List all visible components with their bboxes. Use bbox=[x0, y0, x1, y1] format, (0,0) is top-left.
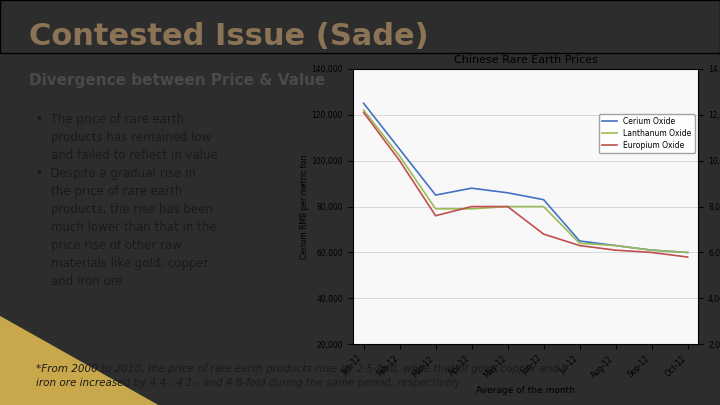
Text: Contested Issue (Sade): Contested Issue (Sade) bbox=[29, 22, 428, 51]
Europium Oxide bbox=[503, 204, 512, 209]
Line: Cerium Oxide: Cerium Oxide bbox=[364, 103, 688, 252]
Text: Divergence between Price & Value: Divergence between Price & Value bbox=[29, 73, 325, 89]
Lanthanum Oxide bbox=[395, 153, 404, 158]
Cerium Oxide bbox=[611, 243, 620, 248]
Europium Oxide bbox=[683, 255, 692, 260]
Y-axis label: Cerium RMB per metric ton: Cerium RMB per metric ton bbox=[300, 154, 309, 259]
FancyBboxPatch shape bbox=[0, 0, 720, 53]
Lanthanum Oxide bbox=[647, 248, 656, 253]
Polygon shape bbox=[0, 316, 158, 405]
Cerium Oxide bbox=[359, 101, 368, 106]
Europium Oxide bbox=[539, 232, 548, 237]
Line: Lanthanum Oxide: Lanthanum Oxide bbox=[364, 110, 688, 252]
Europium Oxide bbox=[575, 243, 584, 248]
Cerium Oxide bbox=[467, 186, 476, 191]
Legend: Cerium Oxide, Lanthanum Oxide, Europium Oxide: Cerium Oxide, Lanthanum Oxide, Europium … bbox=[599, 114, 695, 153]
Cerium Oxide bbox=[503, 190, 512, 195]
Lanthanum Oxide bbox=[359, 108, 368, 113]
Europium Oxide bbox=[395, 158, 404, 163]
Line: Europium Oxide: Europium Oxide bbox=[364, 113, 688, 257]
Text: •  The price of rare earth
    products has remained low
    and failed to refle: • The price of rare earth products has r… bbox=[36, 113, 218, 288]
Europium Oxide bbox=[611, 248, 620, 253]
Cerium Oxide bbox=[647, 248, 656, 253]
Lanthanum Oxide bbox=[503, 204, 512, 209]
Lanthanum Oxide bbox=[467, 207, 476, 211]
Europium Oxide bbox=[467, 204, 476, 209]
Cerium Oxide bbox=[539, 197, 548, 202]
Europium Oxide bbox=[431, 213, 440, 218]
Europium Oxide bbox=[647, 250, 656, 255]
Polygon shape bbox=[590, 316, 720, 405]
Cerium Oxide bbox=[575, 239, 584, 243]
Lanthanum Oxide bbox=[575, 241, 584, 246]
X-axis label: Average of the month: Average of the month bbox=[476, 386, 575, 395]
Text: *From 2000 to 2010, the price of rare earth products rose by 2.5-fold, while tha: *From 2000 to 2010, the price of rare ea… bbox=[36, 364, 559, 388]
Cerium Oxide bbox=[395, 147, 404, 151]
Cerium Oxide bbox=[683, 250, 692, 255]
Lanthanum Oxide bbox=[611, 243, 620, 248]
Cerium Oxide bbox=[431, 193, 440, 198]
Lanthanum Oxide bbox=[683, 250, 692, 255]
Lanthanum Oxide bbox=[431, 207, 440, 211]
Europium Oxide bbox=[359, 110, 368, 115]
Title: Chinese Rare Earth Prices: Chinese Rare Earth Prices bbox=[454, 55, 598, 65]
Lanthanum Oxide bbox=[539, 204, 548, 209]
